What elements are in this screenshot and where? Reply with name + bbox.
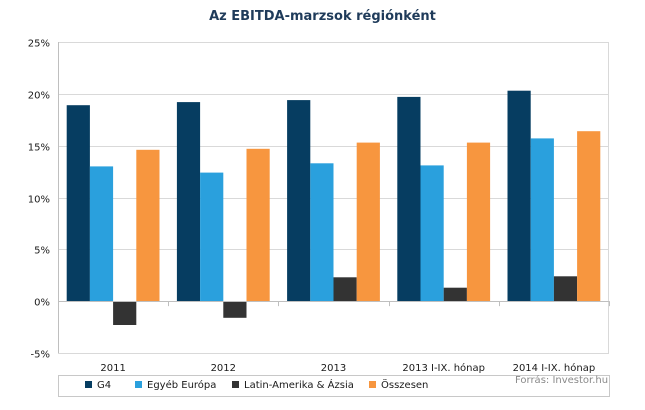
legend-swatch-g4: [85, 381, 92, 388]
legend-label-osszesen: Összesen: [381, 380, 429, 391]
bar: [466, 142, 491, 302]
bar: [223, 301, 247, 318]
legend-item-latin-amerika-azsia: Latin-Amerika & Ázsia: [232, 380, 354, 391]
y-tick-label: 5%: [34, 246, 50, 257]
bar: [507, 90, 531, 302]
bar: [246, 148, 270, 302]
bar: [530, 138, 554, 302]
y-tick-label: 20%: [28, 91, 50, 102]
x-tick-label: 2013 I-IX. hónap: [402, 362, 485, 374]
bar: [553, 276, 578, 302]
legend-label-g4: G4: [97, 380, 112, 391]
bar: [136, 149, 160, 302]
bar: [113, 301, 137, 325]
y-tick-label: -5%: [31, 350, 50, 361]
bar: [66, 105, 90, 302]
bar: [420, 165, 444, 302]
legend-item-osszesen: Összesen: [369, 380, 428, 391]
legend-swatch-osszesen: [369, 381, 376, 388]
legend-item-egyeb-europa: Egyéb Európa: [135, 380, 216, 391]
x-tick-label: 2013: [321, 363, 346, 374]
bar: [356, 142, 380, 302]
bar: [176, 102, 201, 302]
chart-legend: G4 Egyéb Európa Latin-Amerika & Ázsia Ös…: [58, 375, 610, 397]
legend-swatch-latin-amerika-azsia: [232, 381, 239, 388]
bar: [443, 287, 467, 302]
legend-label-egyeb-europa: Egyéb Európa: [147, 380, 217, 391]
bar: [200, 172, 224, 302]
bar: [287, 100, 311, 302]
y-tick-label: 10%: [28, 195, 50, 206]
y-tick-label: 0%: [34, 298, 50, 309]
bar: [333, 277, 357, 302]
legend-item-g4: G4: [85, 380, 111, 391]
bar: [397, 96, 421, 302]
x-tick-label: 2011: [100, 363, 125, 374]
bar: [310, 163, 334, 302]
y-tick-label: 15%: [28, 143, 50, 154]
legend-label-latin-amerika-azsia: Latin-Amerika & Ázsia: [244, 380, 354, 391]
chart-title: Az EBITDA-marzsok régiónként: [209, 9, 436, 24]
bar: [577, 131, 601, 302]
x-tick-label: 2012: [211, 363, 236, 374]
bar: [89, 166, 114, 302]
x-tick-label: 2014 I-IX. hónap: [513, 362, 596, 374]
y-tick-label: 25%: [28, 39, 50, 50]
legend-swatch-egyeb-europa: [135, 381, 142, 388]
source-note: Forrás: Investor.hu: [515, 375, 609, 386]
